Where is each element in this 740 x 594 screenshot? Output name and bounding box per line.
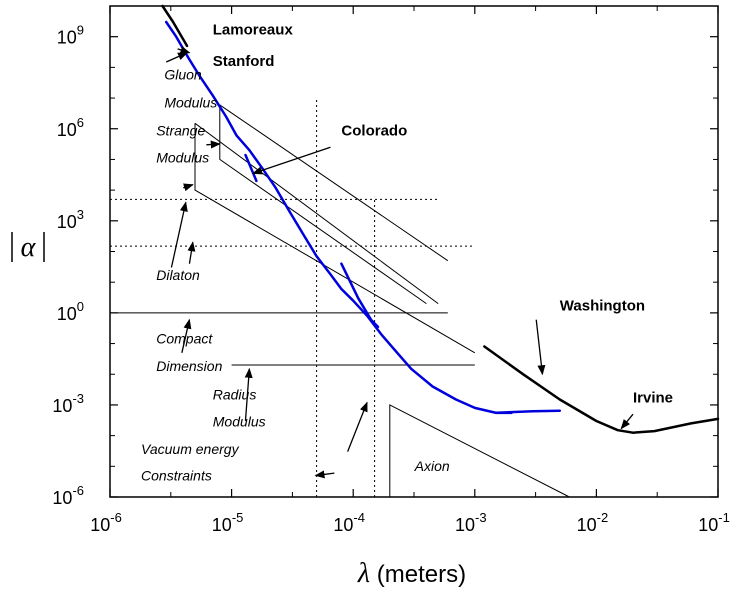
annotation-arrow [206,140,221,149]
annotation-label: Axion [414,458,450,474]
axes: 10-6 10-5 10-4 10-3 10-2 10-1 10-6 10-3 100 103 10… [52,5,730,535]
x-tick-label: 10-2 [577,510,609,535]
annotation-label: Gluon [164,67,202,83]
x-tick-label: 10-4 [333,510,365,535]
annotation-label: Modulus [156,149,209,165]
annotation-label: Strange [156,123,205,139]
y-tick-label: 106 [57,115,84,140]
theory-line [194,123,476,354]
annotation-arrow [252,146,331,175]
data-series [161,4,720,434]
series-line [244,153,258,183]
series-line [483,345,720,434]
annotation-label: Washington [560,297,645,314]
y-tick-label: 100 [57,299,84,324]
annotation-label: Modulus [164,94,217,110]
series-line [164,20,513,415]
annotation-arrow [620,413,634,430]
x-tick-label: 10-3 [455,510,487,535]
series-line [161,4,189,48]
y-axis-label: α [11,232,45,263]
annotation-arrow [170,201,188,268]
annotation-arrow [183,183,194,192]
annotation-label: Irvine [633,390,673,407]
theory-line [219,104,449,262]
theory-line [389,404,570,498]
annotation-labels: Lamoreaux Stanford Colorado Washington Irvin… [141,21,673,483]
annotation-label: Lamoreaux [213,21,294,38]
annotation-label: Compact [156,331,213,347]
svg-text:α: α [21,232,37,263]
y-tick-label: 10-6 [52,483,84,508]
annotation-arrow [181,318,192,353]
x-tick-label: 10-6 [90,510,122,535]
annotation-label: Dilaton [156,267,200,283]
annotation-arrow [347,401,368,452]
y-tick-label: 109 [57,23,84,48]
annotation-label: Dimension [156,358,222,374]
series-line [494,409,562,414]
x-tick-label: 10-5 [212,510,244,535]
annotation-arrow [535,319,546,376]
y-tick-label: 10-3 [52,391,84,416]
y-tick-label: 103 [57,207,84,232]
annotation-label: Colorado [341,123,407,140]
annotation-arrow [165,52,188,63]
x-tick-label: 10-1 [698,510,730,535]
series-line [340,262,380,329]
annotation-arrow [177,46,191,54]
annotation-label: Constraints [141,467,212,483]
annotation-arrows [165,46,634,479]
annotation-label: Vacuum energy [141,441,240,457]
x-axis-label: λ (meters) [357,558,466,589]
annotation-arrow [187,241,196,264]
annotation-label: Stanford [213,53,275,70]
theory-line [194,122,439,305]
annotation-label: Radius [213,387,257,403]
theory-line [219,104,427,305]
annotation-label: Modulus [213,413,266,429]
annotation-arrow [244,367,253,422]
theory-lines [110,98,570,498]
annotation-arrow [314,470,335,479]
